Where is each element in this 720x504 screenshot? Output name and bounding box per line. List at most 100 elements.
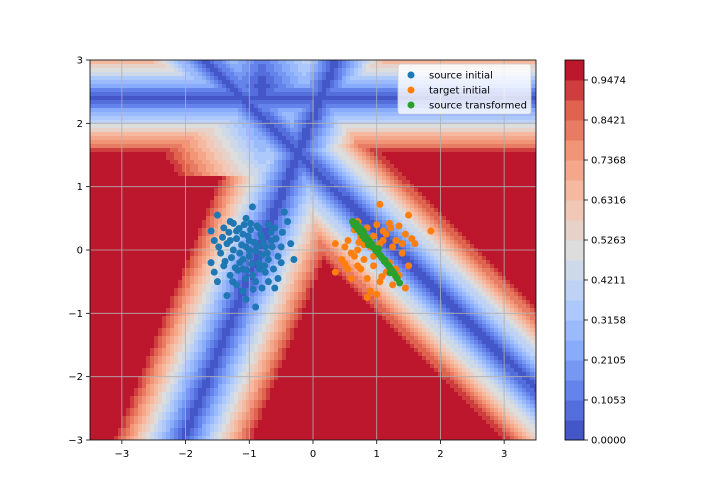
point-source-initial [239,287,247,295]
point-target-initial [363,294,371,301]
point-source-initial [223,292,231,300]
point-target-initial [387,224,395,232]
colorbar-tick-label: 0.5263 [591,236,626,247]
point-target-initial [370,232,378,240]
y-tick-label: −2 [68,372,83,383]
point-source-transformed [375,245,383,253]
colorbar-tick-label: 0.7368 [591,156,626,167]
point-target-initial [341,260,349,268]
point-target-initial [398,240,406,248]
y-tick-label: 1 [77,182,83,193]
colorbar-tick-label: 0.3158 [591,315,626,326]
point-target-initial [408,235,416,243]
point-target-initial [401,284,409,292]
point-source-transformed [381,256,389,264]
point-source-initial [238,241,246,249]
point-source-initial [257,230,265,238]
y-tick-label: −3 [68,436,83,447]
point-target-initial [341,243,349,251]
point-target-initial [427,227,435,235]
legend-marker [407,71,415,79]
colorbar-tick-label: 0.2105 [591,356,626,367]
x-tick-label: −1 [242,449,257,460]
point-source-initial [250,238,258,246]
point-source-initial [243,266,251,274]
y-tick-label: 3 [77,56,83,67]
point-target-initial [376,200,384,208]
point-target-initial [392,237,400,244]
legend-marker [407,86,415,94]
legend-label: target initial [429,86,490,97]
scatter-points [207,200,435,311]
point-source-initial [267,228,275,236]
legend: source initial target initial source trans… [397,63,532,115]
point-source-initial [269,265,277,273]
point-source-initial [210,268,218,276]
x-tick-label: −2 [178,449,193,460]
x-tick-label: 2 [437,449,443,460]
x-tick-label: 1 [374,449,380,460]
point-source-initial [213,278,221,286]
point-source-initial [220,224,228,232]
point-target-initial [354,246,362,254]
point-source-initial [280,208,288,216]
x-tick-label: 0 [310,449,316,460]
y-tick-label: 0 [77,246,83,257]
point-source-initial [248,203,256,211]
point-source-initial [255,259,263,267]
point-source-initial [245,246,253,254]
point-target-initial [373,290,381,298]
colorbar-tick-label: 0.4211 [591,275,626,286]
point-source-initial [213,211,221,219]
point-source-initial [215,243,223,251]
colorbar-tick-label: 0.8421 [591,116,626,127]
point-source-initial [248,271,256,279]
point-target-initial [405,262,413,270]
point-target-initial [379,237,387,244]
point-source-initial [217,249,225,257]
point-source-initial [255,265,263,273]
point-target-initial [331,240,339,248]
point-source-initial [261,262,269,270]
point-source-initial [258,251,266,259]
point-source-initial [235,224,243,232]
point-source-initial [233,235,241,243]
point-source-initial [253,222,261,230]
point-source-transformed [350,221,358,229]
point-source-initial [278,228,286,236]
point-source-initial [277,243,285,251]
point-target-initial [366,287,374,295]
point-target-initial [344,265,352,273]
point-source-initial [207,259,215,267]
point-source-initial [252,278,260,286]
point-source-initial [242,214,250,222]
point-target-initial [401,230,409,238]
point-source-initial [247,219,255,227]
point-source-initial [272,235,280,243]
point-target-initial [360,256,368,263]
colorbar-tick-label: 0.1053 [591,395,626,406]
point-target-initial [344,237,352,244]
point-source-initial [245,252,253,260]
point-target-initial [389,281,397,289]
point-source-initial [240,221,248,229]
point-source-initial [219,233,227,241]
point-target-initial [405,211,413,219]
colorbar-tick-label: 0.6316 [591,195,626,206]
x-axis: −3 −2 −1 0 1 2 3 [114,440,507,460]
point-source-initial [226,271,234,279]
point-target-initial [411,240,419,248]
point-source-initial [271,284,279,292]
y-axis: −3 −2 −1 0 1 2 3 [68,56,90,447]
y-tick-label: 2 [77,119,83,130]
point-source-initial [241,275,249,282]
point-source-initial [268,243,276,251]
y-tick-label: −1 [68,309,83,320]
point-source-initial [239,256,247,263]
legend-label: source transformed [429,101,527,112]
point-source-initial [264,221,272,229]
point-target-initial [373,221,381,229]
point-target-initial [389,243,397,251]
point-source-initial [229,246,237,254]
point-source-transformed [364,241,372,249]
